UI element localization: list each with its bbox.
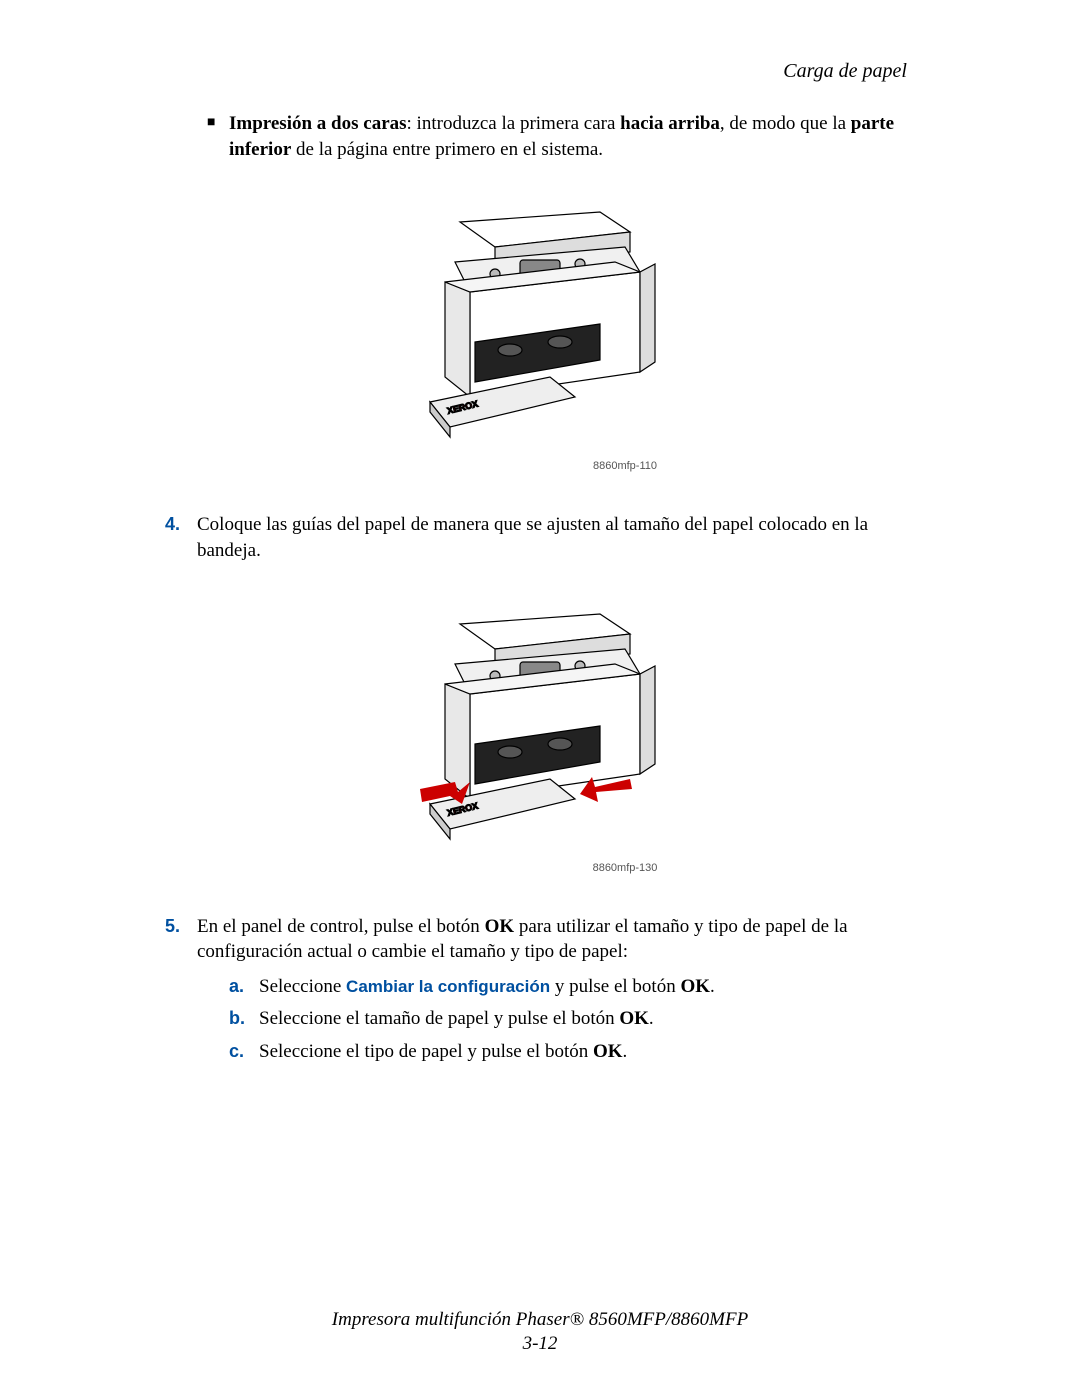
step-5b: b. Seleccione el tamaño de papel y pulse… (229, 1005, 915, 1034)
step-5c: c. Seleccione el tipo de papel y pulse e… (229, 1038, 915, 1067)
step-4-text: Coloque las guías del papel de manera qu… (197, 512, 915, 563)
step-5-number: 5. (165, 914, 197, 1071)
page-footer: Impresora multifunción Phaser® 8560MFP/8… (0, 1308, 1080, 1357)
step-5-content: En el panel de control, pulse el botón O… (197, 914, 915, 1071)
page: Carga de papel ■ Impresión a dos caras: … (0, 0, 1080, 1397)
step-5: 5. En el panel de control, pulse el botó… (165, 914, 915, 1071)
figure-1-caption: 8860mfp-110 (593, 460, 657, 472)
printer-illustration-2: XEROX (400, 594, 680, 854)
bullet-text: Impresión a dos caras: introduzca la pri… (229, 111, 915, 162)
step-4: 4. Coloque las guías del papel de manera… (165, 512, 915, 563)
figure-2: XEROX 8860mfp-130 (165, 594, 915, 874)
figure-2-caption: 8860mfp-130 (593, 862, 658, 874)
step-5a: a. Seleccione Cambiar la configuración y… (229, 973, 915, 1002)
bullet-marker: ■ (207, 111, 229, 162)
step-4-number: 4. (165, 512, 197, 563)
bullet-two-sided: ■ Impresión a dos caras: introduzca la p… (207, 111, 915, 162)
link-change-config[interactable]: Cambiar la configuración (346, 977, 550, 996)
page-header: Carga de papel (165, 60, 915, 83)
footer-page-number: 3-12 (0, 1332, 1080, 1357)
figure-1: XEROX 8860mfp-110 (165, 192, 915, 472)
printer-illustration-1: XEROX (400, 192, 680, 452)
step-5-sublist: a. Seleccione Cambiar la configuración y… (229, 973, 915, 1067)
footer-title: Impresora multifunción Phaser® 8560MFP/8… (0, 1308, 1080, 1333)
